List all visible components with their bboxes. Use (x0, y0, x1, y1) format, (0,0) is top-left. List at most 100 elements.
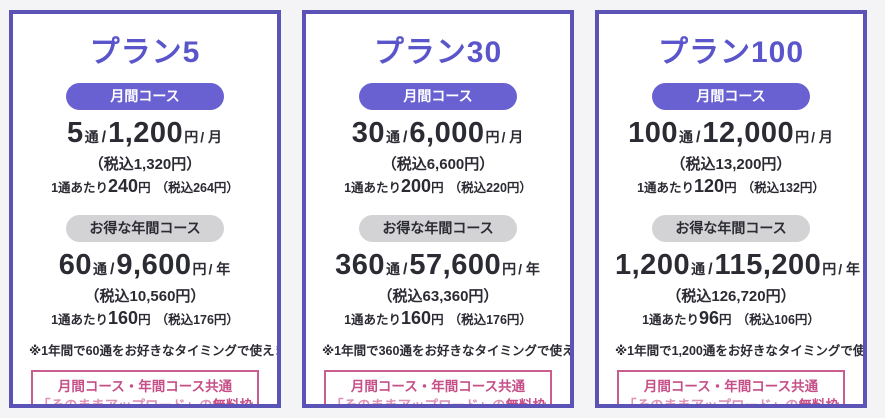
plan-card-5: プラン5 月間コース 5通/1,200円 / 月 （税込1,320円） 1通あたり… (9, 10, 281, 408)
monthly-unit-tax: （税込220円） (448, 180, 532, 195)
annual-price: 57,600 (409, 248, 502, 281)
yen-unit-label: 円 (502, 260, 517, 277)
annual-tax-line: （税込10,560円） (84, 287, 206, 305)
monthly-per-unit-line: 1通あたり200円 （税込220円） (322, 176, 554, 197)
bonus-line1: 月間コース・年間コース共通 (350, 378, 526, 394)
annual-per-unit-line: 1通あたり160円 （税込176円） (29, 308, 261, 329)
monthly-course-badge: 月間コース (66, 83, 224, 110)
plan-title: プラン5 (89, 36, 201, 69)
usage-timing-note: ※1年間で60通をお好きなタイミングで使えます (29, 343, 281, 358)
annual-price: 115,200 (714, 248, 822, 281)
per-year-label: / 年 (518, 260, 540, 277)
slash-separator: / (708, 260, 713, 278)
monthly-price-line: 100通/12,000円 / 月 (615, 117, 847, 150)
slash-separator: / (101, 129, 107, 146)
yen-unit-label: 円 (431, 312, 444, 327)
annual-count: 60 (58, 248, 92, 281)
annual-course-badge: お得な年間コース (66, 214, 224, 242)
plan-card-100: プラン100 月間コース 100通/12,000円 / 月 （税込13,200円）… (595, 10, 867, 408)
monthly-count: 30 (351, 117, 385, 149)
bonus-line2-text: 「そのままアップロード」の (330, 397, 506, 408)
annual-unit-tax: （税込176円） (448, 312, 532, 327)
bonus-line2: 「そのままアップロード」の無料枠が (35, 397, 255, 408)
per-unit-prefix-label: 1通あたり (51, 312, 109, 327)
annual-per-unit-line: 1通あたり160円 （税込176円） (322, 308, 554, 329)
usage-timing-note: ※1年間で1,200通をお好きなタイミングで使えます (615, 343, 866, 358)
annual-unit-price: 96 (699, 307, 720, 328)
monthly-course-badge: 月間コース (359, 83, 517, 110)
count-unit-label: 通 (84, 129, 99, 145)
annual-unit-price: 160 (108, 307, 139, 328)
bonus-box: 月間コース・年間コース共通 「そのままアップロード」の無料枠が 「100通/月」… (617, 369, 845, 408)
per-year-label: / 年 (838, 260, 861, 277)
slash-separator: / (402, 129, 408, 146)
annual-course-badge: お得な年間コース (359, 214, 517, 242)
annual-price-line: 60通/9,600円 / 年 (29, 248, 261, 282)
annual-price-line: 360通/57,600円 / 年 (322, 248, 554, 282)
monthly-unit-price: 240 (108, 175, 139, 196)
per-unit-prefix-label: 1通あたり (344, 312, 402, 327)
monthly-course-badge: 月間コース (652, 83, 810, 110)
bonus-line2-highlight: 無料枠 (212, 397, 254, 408)
monthly-unit-tax: （税込264円） (155, 180, 239, 195)
yen-unit-label: 円 (719, 312, 732, 327)
slash-separator: / (402, 260, 408, 278)
bonus-line1: 月間コース・年間コース共通 (643, 378, 819, 394)
bonus-line2-highlight: 無料枠 (505, 397, 547, 408)
monthly-price: 6,000 (409, 117, 485, 149)
monthly-tax-line: （税込1,320円） (88, 155, 202, 173)
yen-unit-label: 円 (724, 180, 737, 195)
annual-tax-line: （税込63,360円） (377, 287, 499, 305)
slash-separator: / (695, 129, 701, 146)
annual-unit-tax: （税込176円） (155, 312, 239, 327)
usage-timing-note: ※1年間で360通をお好きなタイミングで使えます (322, 343, 574, 358)
monthly-tax-line: （税込13,200円） (670, 155, 792, 173)
per-month-label: / 月 (200, 129, 222, 145)
monthly-price-line: 30通/6,000円 / 月 (322, 117, 554, 150)
bonus-box: 月間コース・年間コース共通 「そのままアップロード」の無料枠が 「5通/月」付与… (31, 369, 259, 408)
bonus-line1: 月間コース・年間コース共通 (57, 378, 233, 394)
yen-unit-label: 円 (138, 180, 151, 195)
count-unit-label: 通 (385, 260, 400, 277)
annual-per-unit-line: 1通あたり96円 （税込106円） (615, 308, 847, 329)
bonus-line2-text: 「そのままアップロード」の (623, 397, 799, 408)
annual-price-line: 1,200通/115,200円 / 年 (615, 248, 860, 282)
monthly-count: 5 (67, 117, 84, 149)
monthly-price: 1,200 (108, 117, 184, 149)
annual-count: 1,200 (615, 248, 691, 281)
annual-tax-line: （税込126,720円） (666, 287, 796, 305)
monthly-unit-tax: （税込132円） (741, 180, 825, 195)
per-unit-prefix-label: 1通あたり (637, 180, 695, 195)
yen-unit-label: 円 (192, 260, 207, 277)
annual-unit-tax: （税込106円） (736, 312, 820, 327)
count-unit-label: 通 (678, 129, 693, 145)
bonus-line2: 「そのままアップロード」の無料枠が (328, 397, 548, 408)
bonus-line2-highlight: 無料枠 (798, 397, 840, 408)
yen-unit-label: 円 (184, 129, 199, 145)
bonus-line2: 「そのままアップロード」の無料枠が (621, 397, 841, 408)
yen-unit-label: 円 (138, 312, 151, 327)
per-unit-prefix-label: 1通あたり (344, 180, 402, 195)
monthly-unit-price: 120 (694, 175, 725, 196)
bonus-line2-text: 「そのままアップロード」の (37, 397, 213, 408)
monthly-tax-line: （税込6,600円） (381, 155, 495, 173)
count-unit-label: 通 (92, 260, 107, 277)
annual-count: 360 (335, 248, 385, 281)
per-year-label: / 年 (208, 260, 231, 277)
yen-unit-label: 円 (485, 129, 500, 145)
slash-separator: / (109, 260, 115, 278)
count-unit-label: 通 (385, 129, 400, 145)
per-month-label: / 月 (811, 129, 833, 145)
yen-unit-label: 円 (431, 180, 444, 195)
monthly-unit-price: 200 (401, 175, 432, 196)
plan-title: プラン100 (657, 36, 805, 69)
monthly-count: 100 (628, 117, 678, 149)
per-unit-prefix-label: 1通あたり (51, 180, 109, 195)
monthly-price-line: 5通/1,200円 / 月 (29, 117, 261, 150)
plan-title: プラン30 (373, 36, 503, 69)
count-unit-label: 通 (691, 260, 706, 277)
monthly-per-unit-line: 1通あたり240円 （税込264円） (29, 176, 261, 197)
yen-unit-label: 円 (822, 260, 837, 277)
plan-card-30: プラン30 月間コース 30通/6,000円 / 月 （税込6,600円） 1通あ… (302, 10, 574, 408)
